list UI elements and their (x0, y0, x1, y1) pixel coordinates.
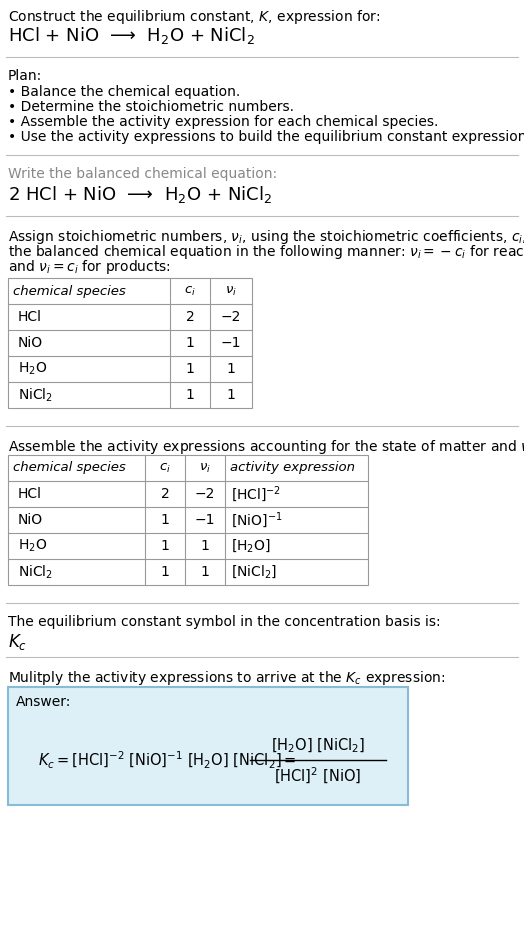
Text: 1: 1 (160, 565, 169, 579)
Text: $c_i$: $c_i$ (184, 284, 196, 298)
Text: chemical species: chemical species (13, 461, 126, 475)
Text: 1: 1 (160, 513, 169, 527)
Text: 1: 1 (226, 362, 235, 376)
Text: Assemble the activity expressions accounting for the state of matter and $\nu_i$: Assemble the activity expressions accoun… (8, 438, 524, 456)
Text: HCl: HCl (18, 487, 42, 501)
Text: NiCl$_2$: NiCl$_2$ (18, 563, 53, 581)
Text: $\nu_i$: $\nu_i$ (199, 461, 211, 475)
Text: • Determine the stoichiometric numbers.: • Determine the stoichiometric numbers. (8, 100, 294, 114)
Text: Answer:: Answer: (16, 695, 71, 709)
Text: H$_2$O: H$_2$O (18, 538, 47, 554)
Text: [H$_2$O]: [H$_2$O] (231, 537, 270, 554)
Text: −1: −1 (221, 336, 241, 350)
Text: • Balance the chemical equation.: • Balance the chemical equation. (8, 85, 240, 99)
Text: activity expression: activity expression (230, 461, 355, 475)
Text: NiCl$_2$: NiCl$_2$ (18, 386, 53, 404)
Text: 2: 2 (161, 487, 169, 501)
Text: 1: 1 (226, 388, 235, 402)
Text: [HCl]$^{-2}$: [HCl]$^{-2}$ (231, 484, 281, 504)
Text: H$_2$O: H$_2$O (18, 360, 47, 378)
Text: 1: 1 (160, 539, 169, 553)
Text: −2: −2 (221, 310, 241, 324)
Text: $\nu_i$: $\nu_i$ (225, 284, 237, 298)
Text: • Use the activity expressions to build the equilibrium constant expression.: • Use the activity expressions to build … (8, 130, 524, 144)
Text: 2 HCl + NiO  ⟶  H$_2$O + NiCl$_2$: 2 HCl + NiO ⟶ H$_2$O + NiCl$_2$ (8, 184, 272, 205)
Text: 1: 1 (201, 539, 210, 553)
Text: $[\mathrm{H_2O}]\ [\mathrm{NiCl_2}]$: $[\mathrm{H_2O}]\ [\mathrm{NiCl_2}]$ (271, 737, 365, 755)
Text: [NiO]$^{-1}$: [NiO]$^{-1}$ (231, 510, 282, 530)
Text: The equilibrium constant symbol in the concentration basis is:: The equilibrium constant symbol in the c… (8, 615, 441, 629)
Text: 1: 1 (185, 336, 194, 350)
Text: 1: 1 (201, 565, 210, 579)
Text: HCl + NiO  ⟶  H$_2$O + NiCl$_2$: HCl + NiO ⟶ H$_2$O + NiCl$_2$ (8, 25, 255, 46)
Text: $c_i$: $c_i$ (159, 461, 171, 475)
Text: • Assemble the activity expression for each chemical species.: • Assemble the activity expression for e… (8, 115, 439, 129)
Text: Write the balanced chemical equation:: Write the balanced chemical equation: (8, 167, 277, 181)
Text: $K_c = [\mathrm{HCl}]^{-2}\ [\mathrm{NiO}]^{-1}\ [\mathrm{H_2O}]\ [\mathrm{NiCl_: $K_c = [\mathrm{HCl}]^{-2}\ [\mathrm{NiO… (38, 749, 296, 770)
Text: chemical species: chemical species (13, 284, 126, 298)
Text: Assign stoichiometric numbers, $\nu_i$, using the stoichiometric coefficients, $: Assign stoichiometric numbers, $\nu_i$, … (8, 228, 524, 246)
Text: the balanced chemical equation in the following manner: $\nu_i = -c_i$ for react: the balanced chemical equation in the fo… (8, 243, 524, 261)
Text: −2: −2 (195, 487, 215, 501)
Text: NiO: NiO (18, 513, 43, 527)
Text: [NiCl$_2$]: [NiCl$_2$] (231, 564, 277, 580)
Text: $K_c$: $K_c$ (8, 632, 27, 652)
FancyBboxPatch shape (8, 687, 408, 805)
Text: 2: 2 (185, 310, 194, 324)
Text: and $\nu_i = c_i$ for products:: and $\nu_i = c_i$ for products: (8, 258, 171, 276)
Bar (8, 278, 252, 408)
Text: −1: −1 (195, 513, 215, 527)
Text: Plan:: Plan: (8, 69, 42, 83)
Bar (8, 455, 368, 585)
Text: Construct the equilibrium constant, $K$, expression for:: Construct the equilibrium constant, $K$,… (8, 8, 380, 26)
Text: 1: 1 (185, 388, 194, 402)
Text: NiO: NiO (18, 336, 43, 350)
Text: Mulitply the activity expressions to arrive at the $K_c$ expression:: Mulitply the activity expressions to arr… (8, 669, 445, 687)
Text: $[\mathrm{HCl}]^2\ [\mathrm{NiO}]$: $[\mathrm{HCl}]^2\ [\mathrm{NiO}]$ (275, 767, 362, 786)
Text: HCl: HCl (18, 310, 42, 324)
Text: 1: 1 (185, 362, 194, 376)
